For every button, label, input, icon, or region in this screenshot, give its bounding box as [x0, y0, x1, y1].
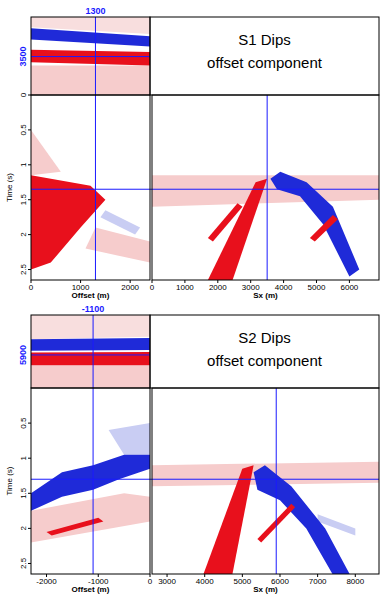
frame [31, 95, 150, 280]
x-axis-title: Offset (m) [72, 585, 110, 594]
frame [31, 388, 150, 574]
frame [150, 17, 379, 95]
crosshair-label: 5900 [18, 345, 28, 365]
x2-tick-label: 5000 [233, 577, 251, 586]
x-axis-title: Offset (m) [72, 291, 110, 300]
y-tick [28, 528, 31, 529]
events [152, 388, 379, 574]
y-tick-label: 0.5 [19, 417, 28, 429]
y-tick-label: 1 [19, 455, 28, 460]
y-tick [28, 493, 31, 494]
subtitle: offset component [207, 54, 323, 71]
x-tick-label: -2000 [36, 577, 57, 586]
dip-event [208, 203, 243, 241]
y-tick [28, 423, 31, 424]
y-tick [28, 458, 31, 459]
dip-event [201, 465, 254, 574]
y-tick-label: 2.5 [19, 557, 28, 569]
dip-event [31, 352, 150, 365]
x2-tick-label: 1000 [176, 283, 194, 292]
frame [31, 17, 150, 95]
y-axis-title: Time (s) [5, 466, 14, 495]
y-tick-label: 0.5 [19, 124, 28, 136]
x2-axis-title: Sx (m) [253, 291, 278, 300]
y-tick [28, 199, 31, 200]
events [31, 423, 150, 542]
y-tick-label: 2.5 [19, 263, 28, 275]
x2-tick-label: 5000 [308, 283, 326, 292]
crosshair-sx-slice [31, 56, 150, 57]
x2-axis-title: Sx (m) [253, 585, 278, 594]
events [31, 17, 150, 95]
crosshair-sx [267, 95, 268, 280]
subtitle: offset component [207, 352, 323, 369]
figure: 1300 3500 S1 Dips offset component 0 0.5 1 1.5 2… [0, 0, 382, 594]
frame [152, 388, 379, 574]
dip-event [109, 423, 150, 455]
crosshair-sx [276, 388, 277, 574]
y-tick [28, 563, 31, 564]
y-tick-label: 2 [19, 232, 28, 237]
dip-event [47, 518, 104, 536]
frame [152, 95, 379, 280]
crosshair-time [31, 479, 379, 480]
y-tick [28, 269, 31, 270]
x2-tick-label: 7000 [309, 577, 327, 586]
crosshair-label: 1300 [85, 6, 105, 16]
y-tick [28, 164, 31, 165]
x2-tick-label: 3000 [158, 577, 176, 586]
dip-event [31, 130, 61, 175]
panel-group: -1100 5900 S2 Dips offset component 0.5 1 1.5 2… [5, 304, 379, 594]
dip-event [254, 465, 352, 574]
panel-group: 1300 3500 S1 Dips offset component 0 0.5 1 1.5 2… [5, 6, 379, 300]
x-tick-label: 0 [29, 283, 34, 292]
dip-event [310, 215, 338, 242]
frame [31, 315, 150, 388]
crosshair-label: -1100 [82, 304, 105, 314]
y-tick [28, 129, 31, 130]
y-tick-label: 1.5 [19, 194, 28, 206]
x2-tick-label: 4000 [196, 577, 214, 586]
title: S1 Dips [238, 31, 291, 48]
dip-event [31, 365, 150, 388]
dip-event [208, 179, 267, 280]
y-tick-label: 2 [19, 526, 28, 531]
events [31, 315, 150, 388]
y-tick-label: 1 [19, 162, 28, 167]
events [31, 130, 150, 270]
y-tick [28, 234, 31, 235]
dip-event [31, 28, 150, 46]
title: S2 Dips [238, 329, 291, 346]
dip-event [31, 455, 150, 511]
dip-event [31, 315, 150, 339]
y-tick-label: 1.5 [19, 487, 28, 499]
dip-event [270, 172, 359, 277]
dip-event [31, 66, 150, 95]
y-axis-title: Time (s) [5, 173, 14, 202]
dip-event [31, 50, 150, 66]
y-tick [28, 95, 31, 96]
events [152, 95, 379, 280]
crosshair-sx-slice [31, 354, 150, 355]
x2-tick-label: 6000 [340, 283, 358, 292]
crosshair-offset [95, 17, 96, 280]
frame [150, 315, 379, 388]
x2-tick-label: 2000 [209, 283, 227, 292]
crosshair-label: 3500 [18, 47, 28, 67]
crosshair-offset [93, 315, 94, 574]
dip-event [31, 338, 150, 351]
x-tick-label: 2000 [121, 283, 139, 292]
y-tick-label: 0 [19, 92, 28, 97]
x2-tick-label: 0 [150, 283, 155, 292]
x-tick-label: 0 [148, 577, 153, 586]
crosshair-time [31, 189, 379, 190]
x2-tick-label: 8000 [346, 577, 364, 586]
